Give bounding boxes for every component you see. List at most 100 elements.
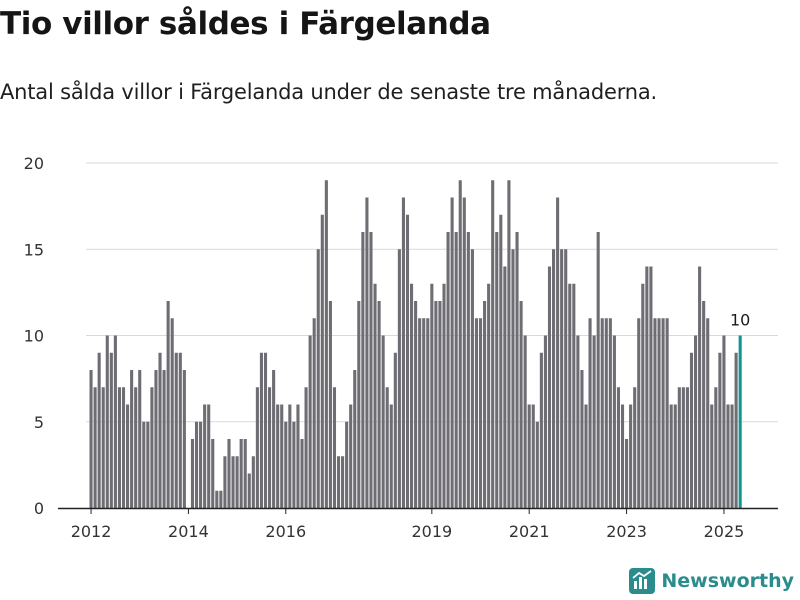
bar — [633, 387, 637, 508]
bar — [726, 404, 730, 508]
x-tick-label: 2025 — [704, 522, 745, 540]
bar — [608, 318, 612, 508]
bar — [478, 318, 483, 508]
bar — [462, 197, 466, 508]
bar — [401, 197, 405, 508]
bar — [272, 370, 276, 508]
bar — [199, 421, 203, 508]
x-tick-label: 2014 — [168, 522, 209, 540]
bar — [134, 387, 138, 508]
bar — [215, 490, 219, 508]
bar — [154, 370, 158, 508]
bar — [296, 404, 300, 508]
bar — [361, 232, 365, 508]
x-axis: 2012 2014 2016 2019 2021 2023 2025 — [58, 507, 778, 540]
bar — [592, 335, 596, 508]
bar — [162, 370, 166, 508]
y-tick-label: 10 — [24, 327, 44, 346]
bar — [584, 404, 588, 508]
bar — [454, 232, 458, 508]
bar — [373, 283, 377, 508]
y-tick-label: 20 — [24, 154, 44, 173]
x-tick-label: 2019 — [411, 522, 452, 540]
bar — [381, 335, 385, 508]
x-tick-label: 2012 — [71, 522, 112, 540]
bar — [693, 335, 698, 508]
bar — [353, 370, 357, 508]
bar — [698, 266, 702, 508]
bar — [596, 232, 600, 508]
bar-highlight — [738, 335, 742, 508]
bar — [673, 404, 677, 508]
bar — [182, 370, 186, 508]
bar — [219, 490, 223, 508]
bar — [616, 387, 621, 508]
bar — [255, 387, 259, 508]
bar — [483, 301, 487, 508]
bar — [146, 421, 150, 508]
bar — [681, 387, 685, 508]
bar — [397, 249, 401, 508]
bar — [434, 301, 438, 508]
bar — [531, 404, 535, 508]
bar — [722, 335, 726, 508]
bar — [158, 352, 162, 508]
bar — [178, 352, 182, 508]
bar — [503, 266, 507, 508]
bar — [89, 370, 93, 508]
bar — [527, 404, 531, 508]
bar — [535, 421, 539, 508]
bar — [174, 352, 178, 508]
bar — [556, 197, 560, 508]
bar — [126, 404, 130, 508]
bar — [714, 387, 718, 508]
bar — [292, 421, 296, 508]
y-tick-label: 0 — [34, 499, 44, 518]
bar — [438, 301, 442, 508]
bar — [130, 370, 134, 508]
bar — [450, 197, 454, 508]
bar — [519, 301, 523, 508]
bar — [284, 421, 288, 508]
bar — [312, 318, 316, 508]
bar — [263, 352, 268, 508]
bar — [706, 318, 710, 508]
bar — [547, 266, 552, 508]
bar — [113, 335, 117, 508]
bar — [121, 387, 126, 508]
bar — [280, 404, 284, 508]
bar — [109, 352, 113, 508]
bar — [653, 318, 657, 508]
bar — [235, 456, 239, 508]
bar — [474, 318, 479, 508]
y-tick-label: 15 — [24, 240, 44, 259]
x-tick-label: 2016 — [265, 522, 306, 540]
bar — [332, 387, 337, 508]
bar — [491, 180, 495, 508]
bar — [316, 249, 320, 508]
bar — [239, 439, 243, 508]
bar — [625, 439, 629, 508]
bar — [466, 232, 470, 508]
highlight-value-label: 10 — [730, 311, 750, 330]
bar — [539, 352, 543, 508]
newsworthy-logo-icon — [629, 568, 656, 594]
bar — [580, 370, 584, 508]
bar — [495, 232, 499, 508]
bar — [543, 335, 547, 508]
bar — [349, 404, 353, 508]
bar — [710, 404, 714, 508]
bar — [560, 249, 564, 508]
bar — [414, 301, 418, 508]
bar — [612, 335, 616, 508]
bar — [600, 318, 604, 508]
bar — [564, 249, 568, 508]
bar — [385, 387, 389, 508]
bar — [300, 439, 304, 508]
bar — [645, 266, 649, 508]
bar — [430, 283, 434, 508]
bar — [117, 387, 121, 508]
bar — [207, 404, 211, 508]
bar — [523, 335, 527, 508]
bar — [190, 439, 195, 508]
